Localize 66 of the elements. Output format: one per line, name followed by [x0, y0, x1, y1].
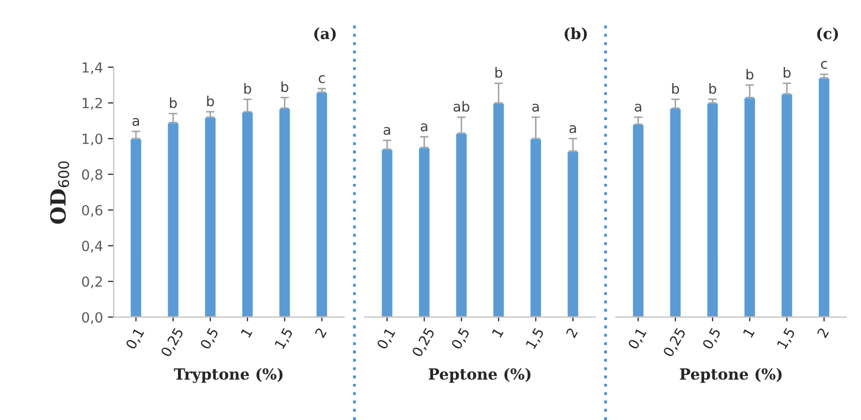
y-tick-label: 0,2 — [82, 276, 102, 288]
y-tick-label: 1,2 — [82, 98, 102, 110]
bar — [315, 91, 328, 318]
x-tick-label: 1,5 — [526, 327, 546, 350]
bar — [566, 150, 580, 318]
annotation: b — [281, 81, 288, 92]
x-tick-label: 1 — [742, 327, 755, 338]
y-tick-label: 0,8 — [82, 169, 102, 182]
annotation: a — [132, 118, 139, 126]
y-tick-label: 0,6 — [82, 204, 102, 217]
x-tick-label: 2 — [566, 327, 578, 338]
x-axis-title: Peptone (%) — [680, 368, 782, 383]
x-tick-label: 1 — [240, 327, 252, 338]
annotation: a — [420, 123, 428, 132]
x-tick-label: 1,5 — [274, 327, 294, 350]
annotation: a — [532, 104, 539, 112]
x-axis-title: Peptone (%) — [428, 368, 530, 383]
y-tick-label: 1,0 — [82, 134, 102, 146]
bar — [668, 108, 682, 318]
annotation: c — [318, 75, 325, 84]
annotation: a — [634, 104, 642, 112]
y-axis-title: OD$_{600}$ — [50, 161, 70, 224]
x-tick-label: 1 — [492, 327, 504, 338]
x-tick-label: 0,5 — [702, 327, 722, 351]
annotation: b — [495, 67, 502, 78]
annotation: b — [672, 83, 680, 94]
annotation: c — [821, 60, 828, 69]
bar — [454, 132, 468, 318]
bar — [380, 148, 394, 318]
x-tick-label: 0,1 — [125, 327, 146, 351]
bar — [240, 111, 254, 318]
x-tick-label: 0,1 — [628, 327, 648, 351]
x-tick-label: 0,5 — [450, 327, 472, 351]
annotation: ab — [454, 100, 470, 112]
text: (c) — [817, 27, 838, 42]
annotation: b — [170, 97, 177, 108]
bar — [204, 116, 217, 318]
x-tick-label: 2 — [816, 327, 829, 338]
annotation: a — [384, 126, 390, 135]
annotation: a — [570, 125, 576, 134]
bar — [166, 122, 180, 318]
bar — [743, 96, 756, 318]
annotation: b — [784, 67, 791, 78]
y-tick-label: 0,4 — [82, 240, 102, 253]
annotation: b — [207, 96, 214, 106]
bar — [706, 102, 720, 318]
bar — [418, 146, 431, 318]
text: (b) — [564, 27, 587, 42]
text: (a) — [314, 27, 336, 42]
annotation: b — [244, 83, 252, 94]
bar — [278, 108, 292, 318]
annotation: b — [746, 68, 754, 80]
annotation: b — [709, 83, 716, 94]
y-tick-label: 0,0 — [82, 312, 102, 324]
x-tick-label: 0,5 — [200, 327, 220, 351]
bar — [632, 124, 645, 318]
bar — [492, 102, 506, 318]
x-tick-label: 0,1 — [376, 327, 397, 351]
bar — [780, 93, 794, 318]
x-tick-label: 1,5 — [776, 327, 797, 350]
bar — [129, 138, 143, 318]
bar — [529, 138, 542, 318]
x-axis-title: Tryptone (%) — [174, 368, 283, 383]
bar — [817, 77, 831, 318]
x-tick-label: 2 — [314, 327, 327, 338]
y-tick-label: 1,4 — [82, 62, 102, 74]
